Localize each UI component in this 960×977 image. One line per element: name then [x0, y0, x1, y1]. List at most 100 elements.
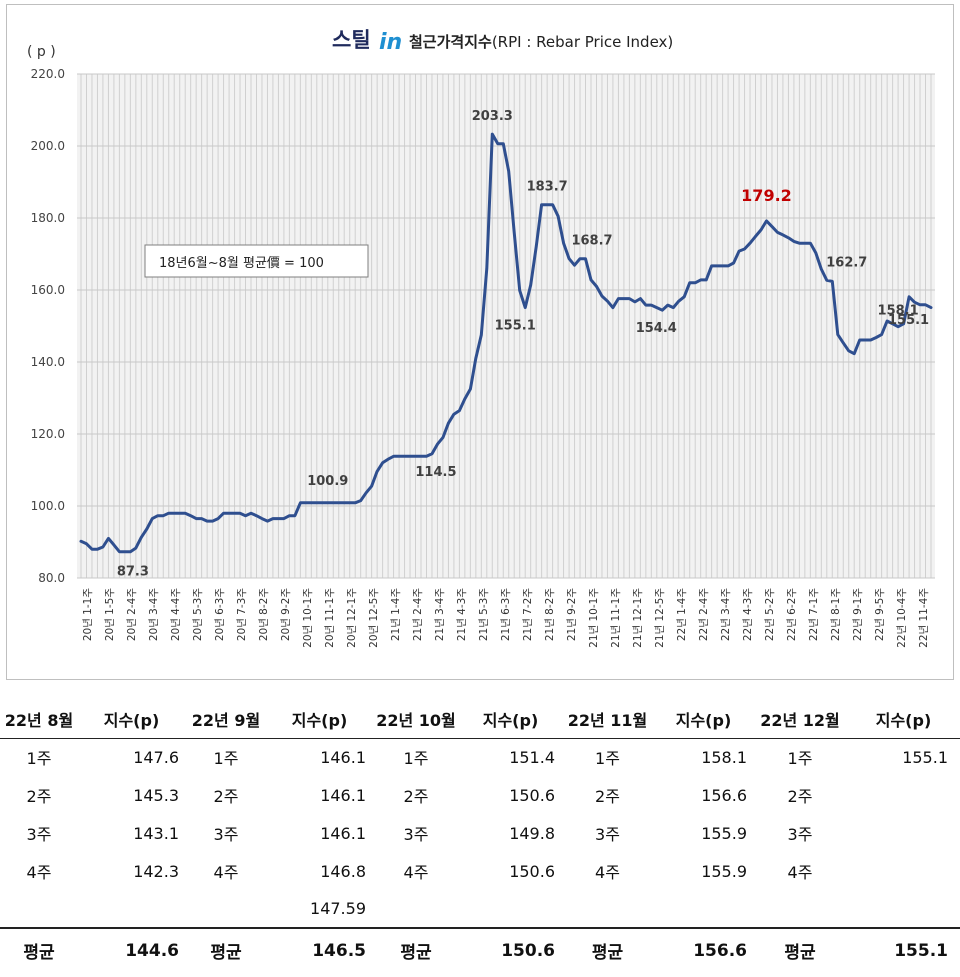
table-row: 3주 143.1 3주 146.1 3주 149.8 3주 155.9 3주 [0, 814, 960, 852]
brand-logo-text: 스틸 [332, 28, 371, 52]
table-row: 147.59 [0, 890, 960, 928]
table-header-row: 22년 8월 지수(p) 22년 9월 지수(p) 22년 10월 지수(p) … [0, 700, 960, 739]
average-value: 146.5 [267, 927, 372, 972]
average-label: 평균 [561, 927, 654, 972]
x-tick-label: 21년 12-1주 [632, 588, 644, 648]
x-tick-label: 22년 7-1주 [808, 588, 820, 642]
x-tick-label: 20년 3-4주 [148, 588, 160, 642]
x-tick-label: 20년 7-3주 [236, 588, 248, 642]
y-tick-label: 80.0 [38, 571, 65, 585]
average-label: 평균 [185, 927, 267, 972]
x-tick-label: 22년 9-1주 [852, 588, 864, 642]
week-cell: 3주 [787, 825, 813, 844]
value-cell: 142.3 [133, 861, 179, 881]
value-cell: 151.4 [509, 747, 555, 767]
x-tick-label: 21년 1-4주 [390, 588, 402, 642]
week-cell: 2주 [787, 787, 813, 806]
data-label: 179.2 [741, 186, 792, 205]
value-cell [847, 814, 960, 852]
x-tick-label: 20년 12-1주 [346, 588, 358, 648]
data-label: 155.1 [888, 313, 929, 328]
x-tick-label: 20년 12-5주 [368, 588, 380, 648]
data-label: 158.1 [878, 304, 919, 319]
average-label: 평균 [0, 927, 78, 972]
week-cell: 4주 [403, 863, 429, 882]
base-note-text: 18년6월~8월 평균價 = 100 [159, 256, 324, 271]
y-tick-label: 220.0 [31, 67, 65, 81]
data-labels: 87.3 100.9 114.5 203.3 155.1 183.7 168.7 154.4 1… [117, 109, 929, 580]
table-row: 1주 147.6 1주 146.1 1주 151.4 1주 158.1 1주 1… [0, 738, 960, 776]
y-tick-label: 120.0 [31, 427, 65, 441]
data-label: 203.3 [472, 109, 513, 124]
table-row: 4주 142.3 4주 146.8 4주 150.6 4주 155.9 4주 [0, 852, 960, 890]
rpi-table: 22년 8월 지수(p) 22년 9월 지수(p) 22년 10월 지수(p) … [0, 700, 960, 972]
average-label: 평균 [753, 927, 847, 972]
week-cell: 1주 [595, 749, 620, 769]
week-cell: 4주 [595, 863, 620, 882]
average-value: 150.6 [460, 927, 561, 972]
y-tick-label: 140.0 [31, 355, 65, 369]
header-cell: 지수(p) [78, 700, 185, 739]
x-tick-label: 21년 4-3주 [456, 588, 468, 642]
x-tick-label: 21년 2-4주 [412, 588, 424, 642]
average-value: 156.6 [654, 927, 753, 972]
x-tick-label: 22년 1-4주 [676, 588, 688, 642]
x-tick-label: 20년 1-5주 [104, 588, 116, 642]
value-cell [847, 852, 960, 890]
x-tick-label: 22년 3-4주 [720, 588, 732, 642]
rpi-line-chart: 스틸 in 철근가격지수(RPI : Rebar Price Index) ( … [27, 28, 935, 648]
x-tick-label: 20년 11-1주 [324, 588, 336, 648]
data-label: 87.3 [117, 565, 149, 580]
header-cell: 지수(p) [267, 700, 372, 739]
x-tick-label: 20년 4-4주 [170, 588, 182, 642]
table-row: 2주 145.3 2주 146.1 2주 150.6 2주 156.6 2주 [0, 776, 960, 814]
rpi-series-line [79, 132, 933, 554]
value-cell: 156.6 [701, 785, 747, 805]
value-cell: 145.3 [133, 785, 179, 805]
value-cell: 150.6 [509, 861, 555, 881]
x-tick-label: 22년 6-2주 [786, 588, 798, 642]
y-tick-label: 180.0 [31, 211, 65, 225]
data-label: 100.9 [307, 474, 348, 489]
average-value: 144.6 [78, 927, 185, 972]
average-value: 155.1 [847, 927, 960, 972]
x-tick-label: 21년 3-4주 [434, 588, 446, 642]
header-cell: 지수(p) [847, 700, 960, 739]
week-cell: 3주 [213, 825, 239, 844]
y-tick-label: 200.0 [31, 139, 65, 153]
value-cell: 155.9 [701, 823, 747, 843]
y-tick-label: 100.0 [31, 499, 65, 513]
x-tick-label: 20년 8-2주 [258, 588, 270, 642]
week-cell: 1주 [403, 749, 429, 769]
x-tick-label: 22년 10-4주 [896, 588, 908, 648]
value-cell: 150.6 [509, 785, 555, 805]
header-cell: 22년 8월 [0, 700, 78, 739]
header-cell: 22년 9월 [185, 700, 267, 739]
x-tick-label: 21년 5-3주 [478, 588, 490, 642]
data-label: 162.7 [826, 255, 867, 270]
value-cell: 146.1 [320, 747, 366, 767]
x-tick-label: 22년 8-1주 [830, 588, 842, 642]
value-cell: 149.8 [509, 823, 555, 843]
x-tick-label: 20년 6-3주 [214, 588, 226, 642]
value-cell: 155.9 [701, 861, 747, 881]
x-tick-label: 20년 10-1주 [302, 588, 314, 648]
data-label: 183.7 [527, 180, 568, 195]
week-cell: 1주 [26, 749, 52, 769]
week-cell: 2주 [26, 787, 52, 806]
average-label: 평균 [372, 927, 460, 972]
x-tick-label: 21년 8-2주 [544, 588, 556, 642]
value-cell: 155.1 [902, 747, 948, 767]
header-cell: 22년 10월 [372, 700, 460, 739]
chart-title-main: 철근가격지수 [409, 33, 492, 51]
x-axis-ticks: 20년 1-1주 20년 1-5주 20년 2-4주 20년 3-4주 20년 4-4주… [82, 588, 930, 648]
week-cell: 1주 [787, 749, 813, 769]
data-label: 155.1 [495, 319, 536, 334]
value-cell: 146.8 [320, 861, 366, 881]
x-tick-label: 21년 11-1주 [610, 588, 622, 648]
week-cell: 3주 [26, 825, 52, 844]
header-cell: 지수(p) [460, 700, 561, 739]
table-average-row: 평균 144.6 평균 146.5 평균 150.6 평균 156.6 평균 1… [0, 927, 960, 972]
chart-frame: 스틸 in 철근가격지수(RPI : Rebar Price Index) ( … [6, 4, 954, 680]
x-tick-label: 21년 9-2주 [566, 588, 578, 642]
